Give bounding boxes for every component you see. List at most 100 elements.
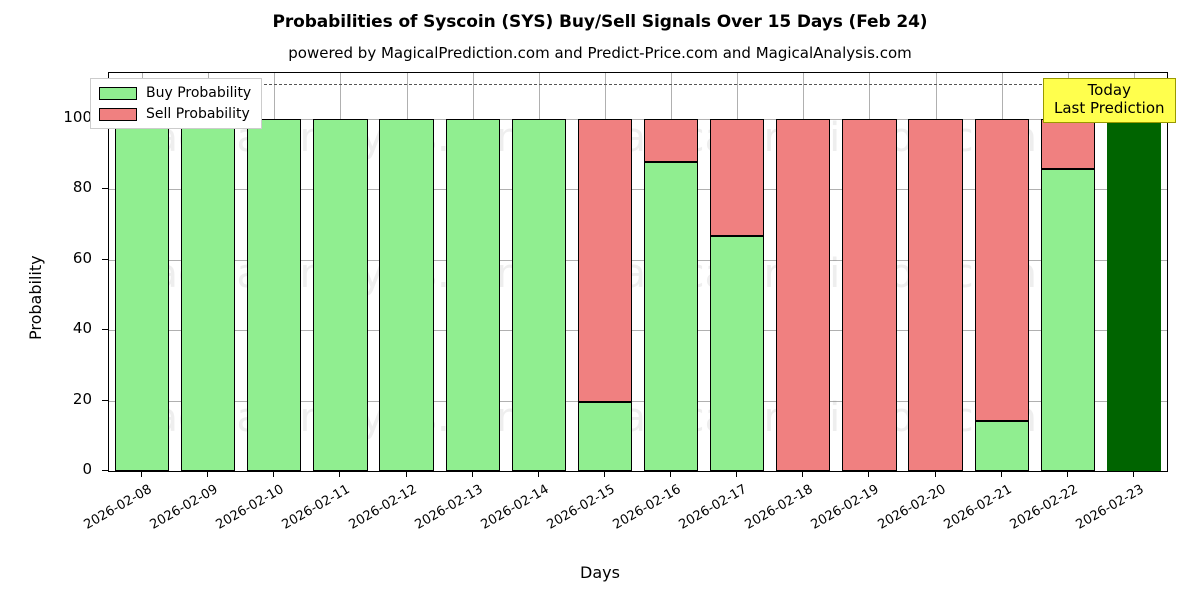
- x-tick-label: 2026-02-23: [1073, 482, 1147, 533]
- bars-layer: [109, 73, 1167, 471]
- bar-segment-buy[interactable]: [445, 118, 500, 471]
- bar-segment-buy[interactable]: [511, 118, 566, 471]
- bar-segment-buy[interactable]: [313, 118, 368, 471]
- legend-label-buy: Buy Probability: [146, 85, 252, 101]
- bar-group[interactable]: [445, 73, 500, 471]
- gridline-horizontal: [109, 330, 1167, 332]
- x-tick-mark: [1132, 472, 1134, 477]
- bar-group[interactable]: [1106, 73, 1162, 471]
- bar-segment-buy[interactable]: [710, 236, 765, 471]
- bar-group[interactable]: [643, 73, 699, 471]
- x-tick-mark: [207, 472, 209, 477]
- bar-group[interactable]: [842, 73, 897, 471]
- bar-group[interactable]: [181, 73, 236, 471]
- x-tick-mark: [471, 472, 473, 477]
- plot-area: MagicalAnalysis.comMagicalPrediction.com…: [108, 72, 1168, 472]
- y-tick-mark: [102, 470, 108, 471]
- x-tick-mark: [339, 472, 341, 477]
- x-tick-mark: [141, 472, 143, 477]
- chart-legend[interactable]: Buy Probability Sell Probability: [90, 78, 263, 129]
- today-annotation: Today Last Prediction: [1043, 78, 1176, 124]
- bar-group[interactable]: [511, 73, 566, 471]
- bar-segment-buy[interactable]: [974, 420, 1029, 471]
- bar-group[interactable]: [776, 73, 831, 471]
- today-annotation-line2: Last Prediction: [1054, 98, 1165, 117]
- x-tick-mark: [603, 472, 605, 477]
- y-axis-label: Probability: [26, 255, 45, 340]
- bar-group[interactable]: [247, 73, 302, 471]
- legend-label-sell: Sell Probability: [146, 106, 250, 122]
- bar-segment-sell[interactable]: [710, 118, 765, 237]
- bar-segment-sell[interactable]: [643, 118, 699, 163]
- x-tick-label: 2026-02-13: [412, 482, 486, 533]
- today-annotation-line1: Today: [1087, 81, 1131, 99]
- bar-segment-sell[interactable]: [577, 118, 633, 402]
- x-tick-label: 2026-02-21: [941, 482, 1015, 533]
- bar-segment-sell[interactable]: [842, 118, 897, 471]
- y-tick-label: 80: [72, 178, 92, 197]
- x-tick-label: 2026-02-19: [808, 482, 882, 533]
- x-tick-mark: [405, 472, 407, 477]
- x-tick-label: 2026-02-22: [1007, 482, 1081, 533]
- x-tick-mark: [1000, 472, 1002, 477]
- x-tick-label: 2026-02-17: [676, 482, 750, 533]
- x-tick-mark: [934, 472, 936, 477]
- bar-segment-buy[interactable]: [181, 118, 236, 471]
- reference-line: [109, 83, 1167, 85]
- bar-segment-sell[interactable]: [908, 118, 963, 471]
- y-tick-mark: [102, 188, 108, 190]
- legend-swatch-buy-icon: [99, 86, 137, 100]
- x-tick-mark: [802, 472, 804, 477]
- bar-segment-buy[interactable]: [577, 401, 633, 471]
- gridline-horizontal: [109, 189, 1167, 191]
- bar-segment-today[interactable]: [1106, 118, 1162, 471]
- x-tick-mark: [670, 472, 672, 477]
- x-tick-label: 2026-02-20: [875, 482, 949, 533]
- x-tick-mark: [537, 472, 539, 477]
- x-tick-label: 2026-02-14: [478, 482, 552, 533]
- x-tick-label: 2026-02-18: [742, 482, 816, 533]
- bar-segment-sell[interactable]: [974, 118, 1029, 421]
- y-tick-label: 20: [72, 389, 92, 408]
- x-axis-label: Days: [580, 563, 620, 582]
- bar-group[interactable]: [1040, 73, 1095, 471]
- legend-swatch-sell-icon: [99, 107, 137, 121]
- bar-segment-buy[interactable]: [247, 118, 302, 471]
- x-tick-label: 2026-02-12: [346, 482, 420, 533]
- bar-segment-buy[interactable]: [114, 118, 170, 471]
- y-tick-label: 60: [72, 248, 92, 267]
- y-tick-label: 0: [82, 460, 92, 478]
- y-tick-label: 100: [63, 107, 92, 126]
- bar-group[interactable]: [710, 73, 765, 471]
- x-tick-label: 2026-02-11: [279, 482, 353, 533]
- x-tick-mark: [736, 472, 738, 477]
- gridline-horizontal: [109, 259, 1167, 261]
- bar-group[interactable]: [313, 73, 368, 471]
- bar-segment-buy[interactable]: [643, 162, 699, 471]
- y-tick-label: 40: [72, 319, 92, 338]
- bar-group[interactable]: [379, 73, 434, 471]
- x-tick-label: 2026-02-16: [610, 482, 684, 533]
- bar-segment-sell[interactable]: [1040, 118, 1095, 170]
- legend-item-buy[interactable]: Buy Probability: [99, 85, 251, 101]
- chart-subtitle: powered by MagicalPrediction.com and Pre…: [288, 44, 912, 62]
- gridline-horizontal: [109, 118, 1167, 120]
- bar-group[interactable]: [974, 73, 1029, 471]
- page-title: Probabilities of Syscoin (SYS) Buy/Sell …: [272, 12, 928, 32]
- x-tick-label: 2026-02-15: [544, 482, 618, 533]
- bar-group[interactable]: [577, 73, 633, 471]
- bar-group[interactable]: [908, 73, 963, 471]
- bar-segment-buy[interactable]: [1040, 169, 1095, 471]
- gridline-horizontal: [109, 400, 1167, 402]
- bar-segment-buy[interactable]: [379, 118, 434, 471]
- x-tick-mark: [868, 472, 870, 477]
- x-tick-label: 2026-02-09: [147, 482, 221, 533]
- bar-segment-sell[interactable]: [776, 118, 831, 471]
- y-tick-mark: [102, 399, 108, 401]
- bar-group[interactable]: [114, 73, 170, 471]
- x-tick-mark: [1066, 472, 1068, 477]
- legend-item-sell[interactable]: Sell Probability: [99, 106, 251, 122]
- x-tick-mark: [273, 472, 275, 477]
- y-tick-mark: [102, 329, 108, 331]
